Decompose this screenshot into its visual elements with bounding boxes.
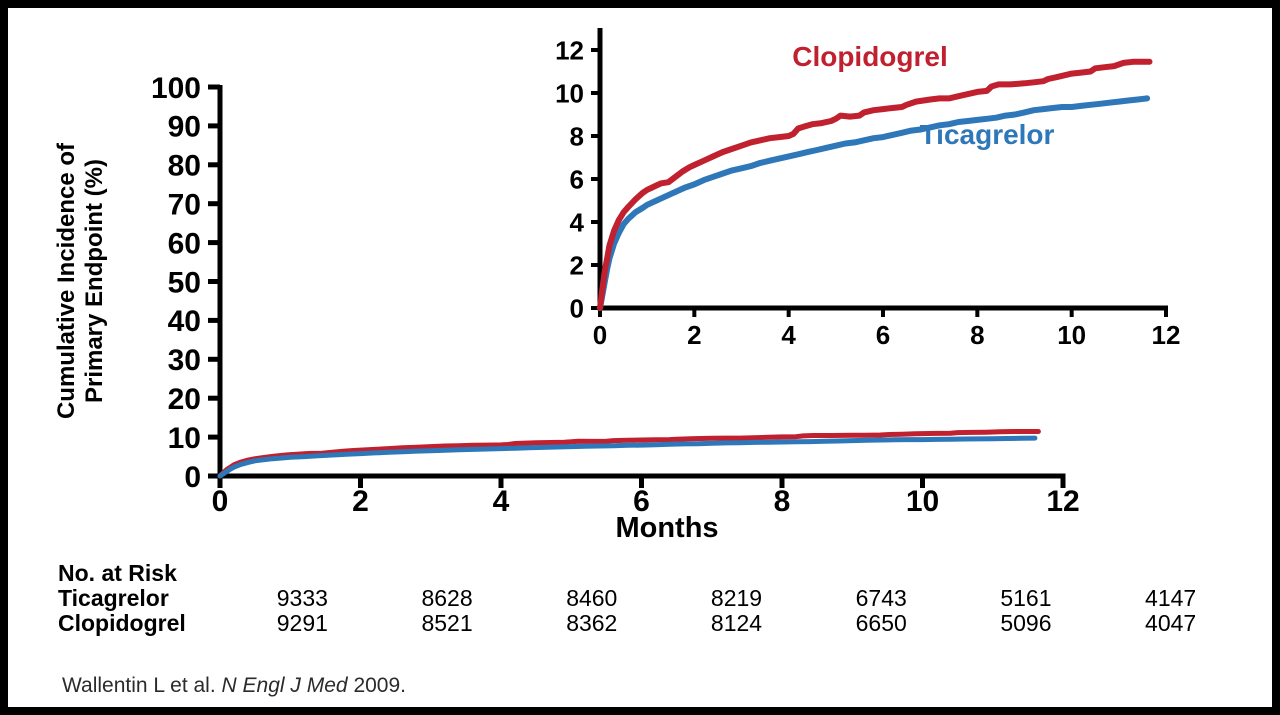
main-y-tick-label: 50 bbox=[168, 266, 201, 299]
inset-y-tick-label: 8 bbox=[570, 121, 584, 151]
clopidogrel-series-label: Clopidogrel bbox=[792, 41, 948, 72]
citation-authors: Wallentin L et al. bbox=[62, 674, 216, 697]
inset-x-tick-label: 4 bbox=[781, 320, 796, 350]
citation: Wallentin L et al. N Engl J Med 2009. bbox=[62, 674, 406, 698]
inset-x-tick-label: 12 bbox=[1152, 320, 1181, 350]
risk-row-label: Ticagrelor bbox=[58, 585, 169, 611]
risk-row-label: Clopidogrel bbox=[58, 610, 186, 636]
risk-value: 5161 bbox=[1000, 585, 1052, 611]
main-y-tick-label: 70 bbox=[168, 189, 201, 222]
main-y-tick-label: 80 bbox=[168, 150, 201, 183]
inset-x-tick-label: 6 bbox=[876, 320, 890, 350]
inset-y-tick-label: 4 bbox=[570, 207, 585, 237]
clopidogrel-curve-inset bbox=[597, 58, 1153, 311]
inset-x-tick-label: 2 bbox=[687, 320, 701, 350]
main-x-tick-label: 4 bbox=[493, 485, 510, 518]
risk-value: 8460 bbox=[566, 585, 618, 611]
clopidogrel-curve-main bbox=[217, 429, 1041, 479]
main-x-tick-label: 12 bbox=[1046, 485, 1079, 518]
inset-y-tick-label: 12 bbox=[555, 35, 584, 65]
main-y-tick-label: 30 bbox=[168, 344, 201, 377]
main-y-axis-title: Cumulative Incidence of Primary Endpoint… bbox=[53, 121, 111, 441]
risk-value: 5096 bbox=[1000, 610, 1052, 636]
y-axis-title-line2: Primary Endpoint (%) bbox=[81, 158, 109, 404]
risk-value: 8219 bbox=[710, 585, 763, 611]
risk-value: 6743 bbox=[855, 585, 907, 611]
risk-value: 9291 bbox=[276, 610, 328, 636]
inset-y-tick-label: 6 bbox=[570, 164, 584, 194]
risk-value: 4147 bbox=[1145, 585, 1197, 611]
main-y-tick-label: 90 bbox=[168, 111, 201, 144]
risk-value: 9333 bbox=[276, 585, 328, 611]
risk-value: 4047 bbox=[1145, 610, 1197, 636]
inset-x-tick-label: 8 bbox=[970, 320, 984, 350]
figure-background: 0 10 20 30 40 50 60 70 80 90 100 0 2 4 6 8 10 12 0 2 4 6 8 10 12… bbox=[8, 8, 1272, 707]
risk-table: Ticagrelor 9333 8628 8460 8219 6743 5161 4147 Cl… bbox=[58, 586, 1243, 636]
inset-x-tick-label: 10 bbox=[1057, 320, 1086, 350]
y-axis-title-line1: Cumulative Incidence of bbox=[53, 142, 80, 420]
inset-y-tick-label: 10 bbox=[555, 78, 584, 108]
risk-table-title: No. at Risk bbox=[58, 560, 177, 586]
main-x-tick-label: 2 bbox=[352, 485, 369, 518]
main-x-tick-label: 8 bbox=[774, 485, 791, 518]
ticagrelor-series-label: Ticagrelor bbox=[919, 119, 1055, 150]
inset-y-tick-label: 0 bbox=[570, 293, 584, 323]
main-y-tick-label: 20 bbox=[168, 383, 201, 416]
citation-journal: N Engl J Med bbox=[221, 674, 348, 697]
risk-value: 8362 bbox=[566, 610, 618, 636]
ticagrelor-curve-inset bbox=[597, 95, 1151, 311]
main-x-tick-label: 6 bbox=[633, 485, 650, 518]
inset-x-tick-label: 0 bbox=[593, 320, 607, 350]
main-y-tick-label: 40 bbox=[168, 305, 201, 338]
main-x-axis-label: Months bbox=[615, 512, 719, 544]
main-y-tick-label: 10 bbox=[168, 422, 201, 455]
ticagrelor-curve-main bbox=[217, 435, 1038, 479]
risk-value: 6650 bbox=[855, 610, 907, 636]
main-y-tick-label: 60 bbox=[168, 227, 201, 260]
risk-value: 8628 bbox=[421, 585, 473, 611]
inset-y-tick-label: 2 bbox=[570, 250, 584, 280]
risk-value: 8124 bbox=[710, 610, 763, 636]
risk-value: 8521 bbox=[421, 610, 473, 636]
main-y-tick-label: 100 bbox=[151, 72, 201, 105]
main-x-tick-label: 0 bbox=[212, 485, 229, 518]
citation-year: 2009. bbox=[353, 674, 406, 697]
main-x-tick-label: 10 bbox=[906, 485, 939, 518]
main-y-tick-label: 0 bbox=[184, 461, 201, 494]
